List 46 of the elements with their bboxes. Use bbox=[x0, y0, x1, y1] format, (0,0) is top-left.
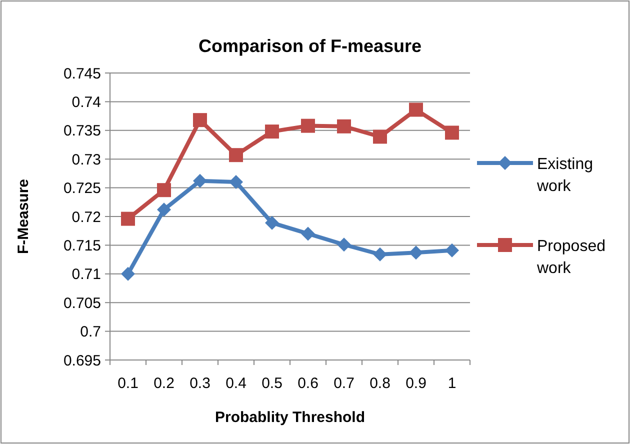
y-tick-label: 0.705 bbox=[63, 294, 101, 312]
legend-label: Existing work bbox=[536, 156, 594, 195]
x-tick-label: 0.3 bbox=[190, 375, 210, 392]
point bbox=[265, 124, 279, 139]
x-tick-label: 0.4 bbox=[226, 375, 246, 392]
y-axis-title: F-Measure bbox=[15, 178, 32, 254]
point bbox=[445, 243, 459, 258]
point bbox=[337, 238, 351, 252]
y-tick-label: 0.725 bbox=[63, 180, 101, 198]
y-tick-label: 0.735 bbox=[63, 122, 101, 140]
point bbox=[373, 247, 387, 262]
y-tick-label: 0.73 bbox=[72, 151, 101, 168]
y-tick-label: 0.715 bbox=[63, 237, 101, 254]
point bbox=[229, 175, 243, 190]
point bbox=[301, 226, 315, 241]
x-tick-label: 1 bbox=[448, 375, 456, 392]
point bbox=[157, 183, 171, 198]
y-tick-label: 0.7 bbox=[80, 324, 101, 341]
x-tick-label: 0.1 bbox=[118, 375, 138, 392]
point bbox=[121, 212, 135, 226]
point bbox=[301, 118, 315, 133]
y-tick-label: 0.74 bbox=[72, 94, 101, 111]
y-tick-label: 0.695 bbox=[63, 352, 101, 370]
x-tick-label: 0.6 bbox=[298, 375, 318, 392]
chart-title: Comparison of F-measure bbox=[198, 36, 422, 56]
point bbox=[409, 246, 423, 260]
point bbox=[157, 202, 171, 217]
y-tick-label: 0.72 bbox=[72, 208, 101, 226]
x-axis-title: Probablity Threshold bbox=[214, 409, 366, 426]
point bbox=[373, 130, 387, 144]
y-tick-label: 0.745 bbox=[63, 65, 101, 82]
x-tick-label: 0.7 bbox=[334, 375, 354, 392]
x-tick-label: 0.8 bbox=[370, 375, 390, 392]
y-tick-label: 0.71 bbox=[72, 266, 101, 284]
point bbox=[337, 119, 351, 134]
x-tick-label: 0.2 bbox=[154, 375, 174, 392]
x-tick-label: 0.9 bbox=[406, 375, 426, 392]
point bbox=[193, 113, 207, 128]
point bbox=[265, 216, 279, 230]
point bbox=[409, 102, 423, 117]
point bbox=[193, 174, 207, 188]
x-tick-label: 0.5 bbox=[262, 375, 282, 392]
point bbox=[445, 126, 459, 140]
legend-label: Proposed work bbox=[536, 238, 606, 277]
point bbox=[229, 148, 243, 162]
point bbox=[121, 266, 135, 281]
